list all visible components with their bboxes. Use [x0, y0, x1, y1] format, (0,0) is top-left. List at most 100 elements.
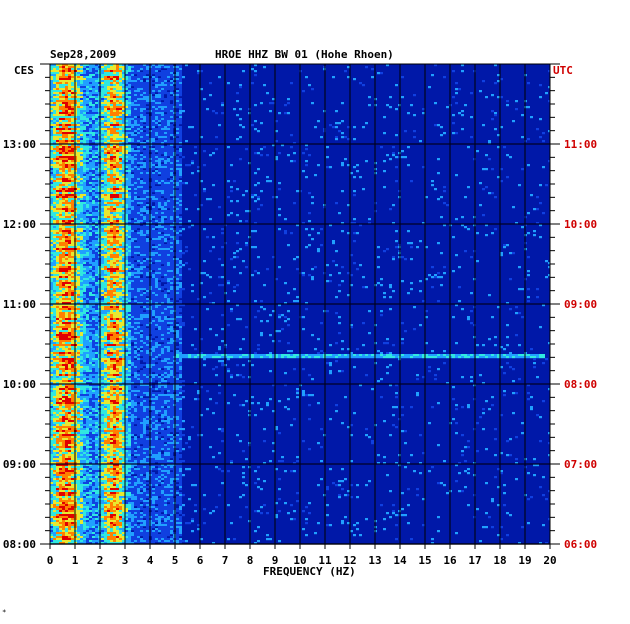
spectrogram-cell — [125, 82, 128, 85]
spectrogram-cell — [104, 170, 107, 173]
spectrogram-cell — [101, 90, 104, 93]
spectrogram-cell — [164, 206, 167, 209]
spectrogram-cell — [89, 180, 92, 183]
spectrogram-cell — [134, 78, 137, 81]
spectrogram-cell — [56, 142, 59, 145]
spectrogram-cell — [548, 70, 550, 73]
spectrogram-cell — [62, 94, 65, 97]
spectrogram-cell — [113, 110, 116, 113]
spectrogram-cell — [92, 194, 95, 197]
spectrogram-cell — [59, 164, 62, 167]
spectrogram-cell — [116, 266, 119, 269]
spectrogram-cell — [131, 240, 134, 243]
spectrogram-cell — [104, 80, 107, 83]
spectrogram-cell — [83, 90, 86, 93]
spectrogram-cell — [65, 184, 68, 187]
spectrogram-cell — [146, 234, 149, 237]
spectrogram-cell — [71, 248, 74, 251]
spectrogram-cell — [158, 144, 161, 147]
spectrogram-cell — [140, 80, 143, 83]
spectrogram-cell — [110, 148, 113, 151]
spectrogram-cell — [161, 158, 164, 161]
spectrogram-cell — [176, 182, 179, 185]
spectrogram-cell — [71, 234, 74, 237]
spectrogram-cell — [179, 216, 182, 219]
spectrogram-cell — [446, 106, 449, 109]
spectrogram-cell — [128, 138, 131, 141]
spectrogram-cell — [164, 172, 167, 175]
spectrogram-cell — [116, 96, 119, 99]
spectrogram-cell — [107, 118, 110, 121]
spectrogram-cell — [113, 192, 116, 195]
spectrogram-cell — [389, 106, 392, 109]
spectrogram-cell — [50, 184, 53, 187]
spectrogram-cell — [92, 130, 95, 133]
spectrogram-cell — [143, 74, 146, 77]
spectrogram-cell — [119, 242, 122, 245]
spectrogram-cell — [128, 92, 131, 95]
spectrogram-cell — [86, 234, 89, 237]
spectrogram-cell — [158, 82, 161, 85]
spectrogram-cell — [116, 144, 119, 147]
spectrogram-cell — [146, 132, 149, 135]
spectrogram-cell — [131, 238, 134, 241]
spectrogram-cell — [62, 180, 65, 183]
spectrogram-cell — [125, 106, 128, 109]
spectrogram-cell — [395, 134, 398, 137]
spectrogram-cell — [53, 118, 56, 121]
spectrogram-cell — [143, 164, 146, 167]
spectrogram-cell — [134, 104, 137, 107]
spectrogram-cell — [389, 96, 392, 99]
spectrogram-cell — [77, 66, 80, 69]
spectrogram-cell — [107, 190, 110, 193]
spectrogram-cell — [65, 144, 68, 147]
spectrogram-cell — [107, 82, 110, 85]
spectrogram-cell — [491, 110, 494, 113]
spectrogram-cell — [104, 120, 107, 123]
spectrogram-cell — [89, 116, 92, 119]
spectrogram-cell — [89, 136, 92, 139]
spectrogram-cell — [230, 212, 233, 215]
spectrogram-cell — [113, 220, 116, 223]
spectrogram-cell — [125, 156, 128, 159]
spectrogram-cell — [134, 106, 137, 109]
spectrogram-cell — [53, 124, 56, 127]
spectrogram-cell — [521, 168, 524, 171]
spectrogram-cell — [122, 100, 125, 103]
spectrogram-cell — [443, 224, 446, 227]
spectrogram-cell — [50, 146, 53, 149]
spectrogram-cell — [131, 188, 134, 191]
spectrogram-cell — [128, 150, 131, 153]
spectrogram-cell — [164, 182, 167, 185]
spectrogram-cell — [140, 216, 143, 219]
spectrogram-cell — [164, 152, 167, 155]
spectrogram-cell — [104, 204, 107, 207]
spectrogram-cell — [386, 248, 389, 251]
spectrogram-cell — [101, 250, 104, 253]
spectrogram-cell — [65, 72, 68, 75]
spectrogram-cell — [92, 224, 95, 227]
spectrogram-cell — [251, 82, 254, 85]
spectrogram-cell — [176, 264, 179, 267]
spectrogram-cell — [119, 138, 122, 141]
spectrogram-cell — [92, 84, 95, 87]
spectrogram-cell — [146, 120, 149, 123]
spectrogram-cell — [86, 208, 89, 211]
spectrogram-cell — [83, 162, 86, 165]
spectrogram-cell — [128, 136, 131, 139]
spectrogram-cell — [131, 186, 134, 189]
spectrogram-cell — [122, 66, 125, 69]
spectrogram-cell — [131, 158, 134, 161]
spectrogram-cell — [89, 162, 92, 165]
spectrogram-cell — [92, 234, 95, 237]
spectrogram-cell — [197, 170, 200, 173]
spectrogram-cell — [284, 112, 287, 115]
spectrogram-cell — [116, 136, 119, 139]
spectrogram-cell — [56, 188, 59, 191]
spectrogram-cell — [146, 194, 149, 197]
spectrogram-cell — [110, 92, 113, 95]
spectrogram-cell — [71, 252, 74, 255]
spectrogram-cell — [137, 226, 140, 229]
spectrogram-cell — [59, 66, 62, 69]
spectrogram-cell — [266, 92, 269, 95]
